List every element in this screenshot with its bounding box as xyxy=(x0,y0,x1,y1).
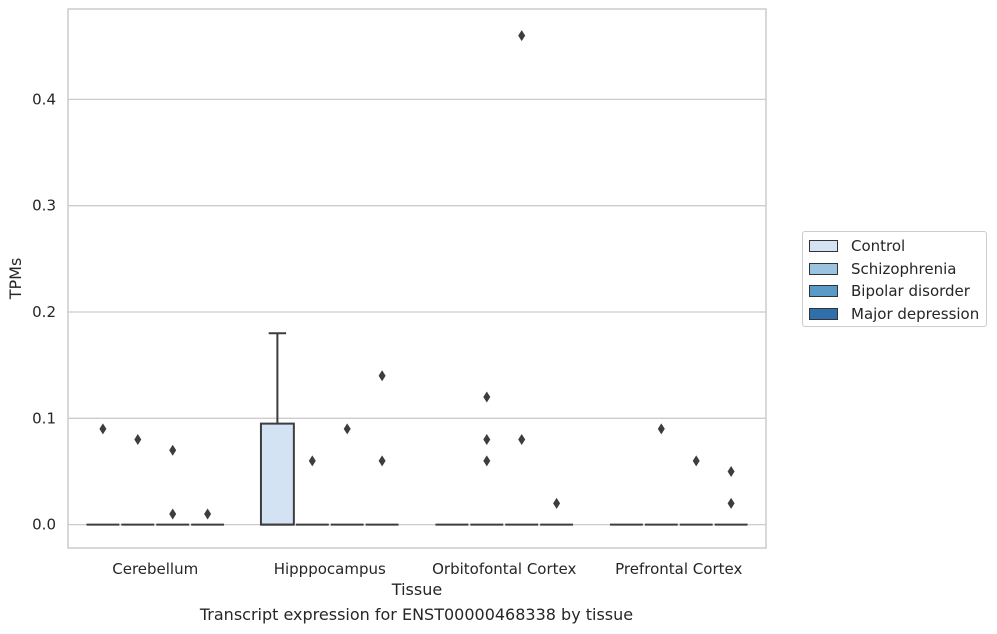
chart-caption: Transcript expression for ENST0000046833… xyxy=(199,605,634,624)
plot-frame xyxy=(67,8,767,549)
legend-item: Control xyxy=(809,236,905,256)
box-plots xyxy=(86,332,748,526)
grid-lines xyxy=(68,98,766,526)
outlier-point xyxy=(134,434,142,446)
y-axis-label: TPMs xyxy=(6,258,25,301)
x-tick-label: Hipppocampus xyxy=(274,560,386,578)
outlier-point xyxy=(483,455,491,467)
legend-item: Bipolar disorder xyxy=(809,281,970,301)
y-tick-label: 0.4 xyxy=(32,90,56,108)
outlier-point xyxy=(483,391,491,403)
y-tick-label: 0.2 xyxy=(32,303,56,321)
outlier-point xyxy=(518,434,526,446)
outlier-point xyxy=(727,465,735,477)
outlier-points xyxy=(99,30,735,520)
legend-label: Control xyxy=(851,237,906,255)
legend-item: Schizophrenia xyxy=(809,259,956,279)
outlier-point xyxy=(378,370,386,382)
outlier-point xyxy=(343,423,351,435)
outlier-point xyxy=(483,434,491,446)
legend-swatch xyxy=(809,262,838,275)
x-tick-label: Prefrontal Cortex xyxy=(615,560,742,578)
y-tick-label: 0.0 xyxy=(32,516,56,534)
outlier-point xyxy=(727,497,735,509)
x-tick-labels: Cerebellum Hipppocampus Orbitofontal Corte… xyxy=(112,560,742,578)
x-axis-label: Tissue xyxy=(391,580,442,599)
legend-label: Major depression xyxy=(851,304,980,323)
outlier-point xyxy=(553,497,561,509)
legend-swatch xyxy=(809,285,838,297)
legend-label: Schizophrenia xyxy=(851,259,957,278)
outlier-point xyxy=(169,508,177,520)
outlier-point xyxy=(378,455,386,467)
legend-item: Major depression xyxy=(809,304,979,324)
outlier-point xyxy=(169,444,177,456)
outlier-point xyxy=(657,423,665,435)
outlier-point xyxy=(99,423,107,435)
outlier-point xyxy=(518,30,526,42)
outlier-point xyxy=(204,508,212,520)
x-tick-label: Orbitofontal Cortex xyxy=(432,560,576,578)
legend-swatch xyxy=(809,307,838,320)
x-tick-label: Cerebellum xyxy=(112,560,198,578)
y-tick-labels: 0.0 0.1 0.2 0.3 0.4 xyxy=(32,90,56,533)
box-control xyxy=(259,332,295,526)
outlier-point xyxy=(692,455,700,467)
legend-label: Bipolar disorder xyxy=(851,282,970,300)
outlier-point xyxy=(308,455,316,467)
legend: Control Schizophrenia Bipolar disorder Majo… xyxy=(802,231,987,327)
y-tick-label: 0.3 xyxy=(32,197,56,215)
legend-swatch xyxy=(809,240,838,252)
y-tick-label: 0.1 xyxy=(32,409,56,427)
box-body xyxy=(259,422,295,526)
